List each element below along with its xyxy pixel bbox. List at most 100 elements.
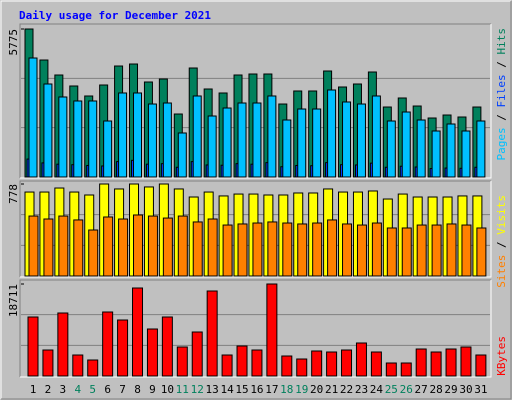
x-tick-label: 28 — [429, 383, 442, 396]
legend: Pages / Files / Hits — [495, 28, 508, 161]
bar — [342, 223, 353, 277]
x-tick-label: 3 — [60, 383, 67, 396]
bar — [311, 350, 323, 377]
bar — [162, 217, 173, 277]
bar — [192, 221, 203, 277]
x-tick-label: 18 — [280, 383, 293, 396]
bar — [282, 119, 292, 178]
x-tick-label: 17 — [265, 383, 278, 396]
chart-title: Daily usage for December 2021 — [19, 9, 211, 22]
bar — [476, 227, 487, 277]
bar — [28, 57, 38, 178]
bar — [88, 229, 99, 277]
bar — [177, 132, 187, 178]
bar — [461, 224, 472, 277]
x-tick-label: 16 — [250, 383, 263, 396]
bar — [237, 102, 247, 178]
bar — [385, 362, 397, 377]
bar — [192, 95, 202, 178]
bar — [327, 89, 337, 178]
bar — [207, 218, 218, 277]
bar — [72, 354, 84, 377]
bar — [147, 103, 157, 178]
x-tick-label: 9 — [149, 383, 156, 396]
bar — [341, 349, 353, 377]
legend-entry: KBytes — [495, 336, 508, 376]
x-tick-label: 21 — [325, 383, 338, 396]
legend-entry: Files — [495, 74, 508, 107]
bar — [73, 219, 84, 277]
bar — [177, 215, 188, 277]
bar — [431, 130, 441, 178]
bar — [355, 342, 367, 377]
bevel — [19, 23, 491, 178]
bar — [43, 218, 54, 277]
x-tick-label: 12 — [191, 383, 204, 396]
bar — [342, 101, 352, 178]
x-tick-label: 23 — [355, 383, 368, 396]
bar — [87, 359, 99, 377]
bar — [401, 111, 411, 178]
bar — [88, 100, 98, 178]
x-tick-label: 13 — [206, 383, 219, 396]
bevel — [19, 279, 491, 377]
bar — [475, 354, 487, 377]
bar — [297, 108, 307, 178]
bar — [312, 222, 323, 277]
bar — [400, 362, 412, 377]
bar — [297, 223, 308, 277]
bar — [356, 224, 367, 277]
bar — [416, 119, 426, 178]
bar — [267, 95, 277, 178]
bar — [28, 215, 39, 277]
x-tick-label: 19 — [295, 383, 308, 396]
bar — [133, 214, 144, 277]
x-tick-label: 7 — [119, 383, 126, 396]
bar — [476, 120, 486, 178]
bar — [191, 331, 203, 377]
bar — [222, 224, 233, 277]
y-tick-label: 778 — [7, 184, 20, 204]
x-tick-label: 20 — [310, 383, 323, 396]
y-tick-label: 5775 — [7, 29, 20, 56]
bar — [117, 319, 129, 377]
bevel — [20, 280, 492, 378]
bar — [370, 351, 382, 377]
bar — [132, 287, 144, 377]
legend-entry: Pages — [495, 127, 508, 160]
bar — [326, 351, 338, 377]
bar — [222, 107, 232, 178]
bar — [133, 92, 143, 178]
bar — [327, 219, 338, 277]
bar — [431, 224, 442, 277]
bar — [43, 83, 53, 178]
bar — [461, 130, 471, 178]
bar — [252, 102, 262, 178]
bar — [446, 223, 457, 277]
bar — [416, 224, 427, 277]
bar — [102, 311, 114, 377]
legend: Sites / Visits — [495, 195, 508, 288]
y-tick-label: 18711 — [7, 284, 20, 317]
x-tick-label: 24 — [370, 383, 384, 396]
x-tick-label: 26 — [400, 383, 413, 396]
bar — [118, 92, 128, 178]
bar — [161, 316, 173, 377]
bar — [73, 100, 83, 178]
bar — [58, 96, 68, 178]
legend: KBytes — [495, 336, 508, 376]
x-tick-label: 30 — [459, 383, 472, 396]
bar — [27, 316, 39, 377]
x-tick-label: 4 — [74, 383, 81, 396]
x-tick-label: 29 — [444, 383, 457, 396]
bar — [371, 95, 381, 178]
bar — [356, 103, 366, 178]
bevel — [20, 24, 492, 179]
x-tick-label: 5 — [89, 383, 96, 396]
x-tick-label: 6 — [104, 383, 111, 396]
bar — [236, 345, 248, 377]
legend-separator: / — [495, 108, 508, 128]
